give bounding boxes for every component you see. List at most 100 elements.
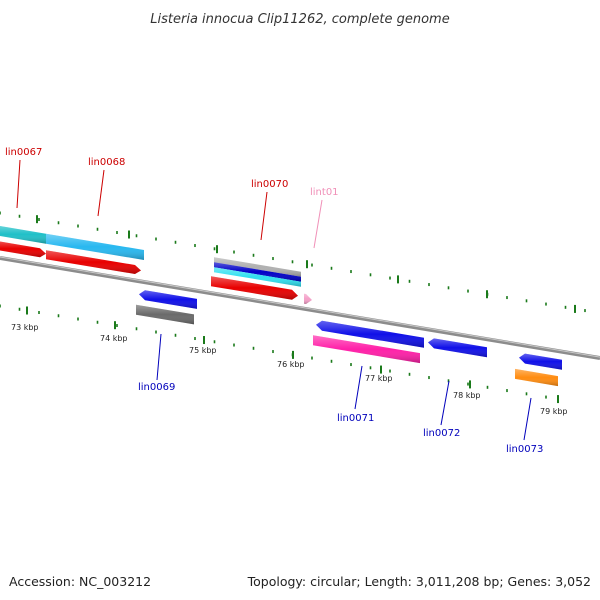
minor-tick — [350, 270, 352, 274]
label-leader-lines — [16, 159, 532, 441]
minor-tick — [330, 359, 333, 363]
gene-label: lin0068 — [88, 157, 125, 168]
minor-tick — [428, 376, 430, 380]
minor-tick — [272, 257, 274, 261]
cds-lin0070-forward-shading — [211, 276, 298, 300]
minor-tick — [155, 330, 157, 334]
minor-tick — [272, 350, 274, 354]
minor-tick — [545, 302, 547, 306]
major-tick — [574, 304, 576, 313]
minor-tick — [174, 333, 177, 337]
minor-tick — [467, 289, 469, 293]
minor-tick — [252, 253, 255, 257]
minor-tick — [77, 224, 79, 228]
minor-tick — [194, 244, 196, 248]
cluster-lin0073-orange-shading — [515, 368, 558, 387]
minor-tick — [96, 320, 99, 324]
cluster-lin0071-magenta-shading — [313, 335, 420, 364]
minor-tick — [330, 266, 333, 270]
major-tick — [36, 215, 38, 224]
kbp-label: 79 kbp — [540, 407, 568, 416]
major-tick — [203, 336, 205, 345]
minor-tick — [38, 311, 40, 315]
kbp-ruler-labels: 73 kbp 74 kbp 75 kbp 76 kbp 77 kbp 78 kbp 79 k… — [11, 323, 568, 416]
minor-tick — [213, 247, 216, 251]
cds-lin0067-forward-shading — [0, 241, 46, 258]
minor-tick — [408, 372, 411, 376]
kbp-label: 74 kbp — [100, 334, 128, 343]
cds-lin0069-reverse-shading — [139, 290, 197, 309]
minor-tick — [174, 240, 177, 244]
minor-tick — [57, 221, 60, 225]
map-title: Listeria innocua Clip11262, complete gen… — [150, 12, 449, 27]
minor-tick — [135, 327, 138, 331]
gene-label: lin0072 — [423, 428, 460, 439]
minor-tick — [18, 307, 21, 311]
minor-tick — [545, 395, 547, 399]
minor-tick — [369, 366, 372, 370]
backbone-highlight — [0, 256, 600, 358]
genome-backbone — [0, 256, 600, 361]
minor-tick — [311, 356, 313, 360]
minor-tick — [0, 211, 1, 215]
minor-tick — [252, 346, 255, 350]
cluster-lin0067-top-shading — [0, 226, 46, 244]
gene-label: lin0070 — [251, 179, 288, 190]
minor-tick — [564, 305, 567, 309]
kbp-label: 76 kbp — [277, 360, 305, 369]
cluster-lin0070-gray-shading — [214, 257, 301, 277]
leader-line — [16, 159, 21, 209]
accession-text: Accession: NC_003212 — [9, 574, 152, 589]
minor-tick — [506, 296, 508, 300]
gene-features — [0, 226, 562, 387]
kbp-label: 73 kbp — [11, 323, 39, 332]
minor-tick — [408, 279, 411, 283]
minor-tick — [194, 337, 196, 341]
minor-tick — [584, 309, 586, 313]
minor-tick — [525, 299, 528, 303]
major-tick — [486, 290, 488, 299]
minor-tick — [486, 385, 489, 389]
minor-tick — [0, 304, 1, 308]
minor-tick — [96, 227, 99, 231]
minor-tick — [369, 273, 372, 277]
gene-label: lint01 — [310, 187, 339, 198]
minor-tick — [447, 286, 450, 290]
minor-tick — [428, 283, 430, 287]
leader-line — [97, 169, 105, 217]
major-tick — [557, 395, 559, 404]
gene-label: lin0069 — [138, 382, 175, 393]
major-tick — [306, 260, 308, 269]
leader-line — [313, 199, 323, 249]
cluster-lin0070-blue-shading — [214, 262, 301, 282]
kbp-label: 75 kbp — [189, 346, 217, 355]
major-tick — [26, 306, 28, 315]
minor-tick — [291, 260, 294, 264]
major-tick — [397, 275, 399, 284]
leader-line — [523, 397, 532, 441]
gene-labels: lin0067 lin0068 lin0070 lint01 lin0069 lin007… — [5, 147, 543, 455]
leader-line — [440, 380, 450, 426]
leader-line — [156, 333, 162, 381]
cluster-lin0068-top-shading — [46, 233, 144, 260]
minor-tick — [57, 314, 60, 318]
minor-tick — [155, 237, 157, 241]
minor-tick — [389, 276, 391, 280]
minor-tick — [525, 392, 528, 396]
gene-label: lin0073 — [506, 444, 543, 455]
cds-lin0071-reverse-shading — [316, 320, 424, 348]
minor-tick — [38, 218, 40, 222]
cds-lin0072-reverse-shading — [428, 338, 487, 358]
major-tick — [380, 365, 382, 374]
genome-summary-text: Topology: circular; Length: 3,011,208 bp… — [247, 574, 591, 589]
kbp-label: 77 kbp — [365, 374, 393, 383]
minor-tick — [77, 317, 79, 321]
minor-tick — [447, 379, 450, 383]
minor-tick — [116, 324, 118, 328]
minor-tick — [389, 369, 391, 373]
major-tick — [128, 230, 130, 239]
leader-line — [260, 191, 268, 241]
gene-label: lin0067 — [5, 147, 42, 158]
kbp-label: 78 kbp — [453, 391, 481, 400]
